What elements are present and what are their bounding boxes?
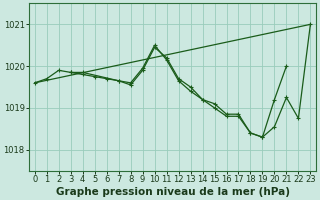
X-axis label: Graphe pression niveau de la mer (hPa): Graphe pression niveau de la mer (hPa) — [56, 187, 290, 197]
